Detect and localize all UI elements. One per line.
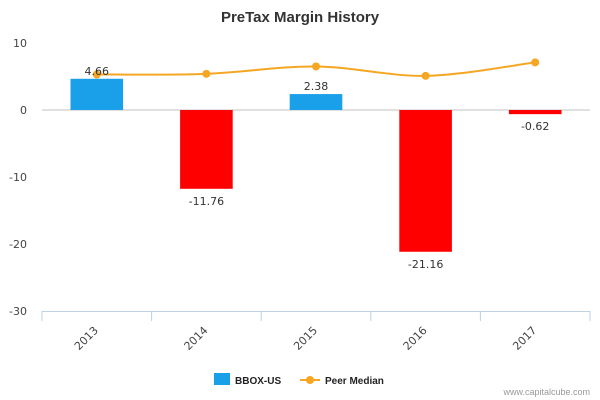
legend-swatch-bbox[interactable] <box>214 373 230 385</box>
bar-value-label: 2.38 <box>304 80 329 93</box>
x-tick-label: 2016 <box>401 324 430 353</box>
x-tick-label: 2015 <box>291 324 320 353</box>
legend[interactable]: BBOX-US Peer Median <box>214 373 384 387</box>
bar-2014[interactable] <box>180 110 233 189</box>
bar-2017[interactable] <box>508 110 562 115</box>
legend-label-peer[interactable]: Peer Median <box>325 376 384 387</box>
peer-median-point-2014[interactable] <box>202 69 211 78</box>
peer-median-point-2015[interactable] <box>312 62 320 71</box>
y-tick-label: -30 <box>9 305 27 318</box>
peer-median-point-2013[interactable] <box>92 70 101 79</box>
credit-text: www.capitalcube.com <box>502 387 590 397</box>
bar-value-label: 4.66 <box>85 65 110 78</box>
data-labels-layer: 4.66 -11.76 2.38 -21.16 -0.62 <box>85 65 550 271</box>
bar-value-label: -0.62 <box>521 120 549 133</box>
y-tick-label: -10 <box>9 171 27 184</box>
bar-2016[interactable] <box>399 110 452 252</box>
bar-value-label: -11.76 <box>189 195 224 208</box>
bar-2015[interactable] <box>289 94 343 110</box>
legend-label-bbox[interactable]: BBOX-US <box>235 376 281 387</box>
legend-marker-peer[interactable] <box>306 376 314 384</box>
peer-median-point-2016[interactable] <box>421 71 430 80</box>
bar-value-label: -21.16 <box>408 258 443 271</box>
y-tick-label: -20 <box>9 238 27 251</box>
x-tick-label: 2017 <box>510 324 539 353</box>
chart-title: PreTax Margin History <box>221 9 380 26</box>
peer-median-layer <box>92 58 540 80</box>
peer-median-point-2017[interactable] <box>531 58 540 67</box>
y-tick-label: 10 <box>13 37 27 50</box>
bars-layer <box>70 78 562 252</box>
x-tick-label: 2014 <box>182 324 211 353</box>
x-tick-label: 2013 <box>72 324 101 353</box>
bar-2013[interactable] <box>70 78 124 110</box>
y-tick-label: 0 <box>20 104 27 117</box>
